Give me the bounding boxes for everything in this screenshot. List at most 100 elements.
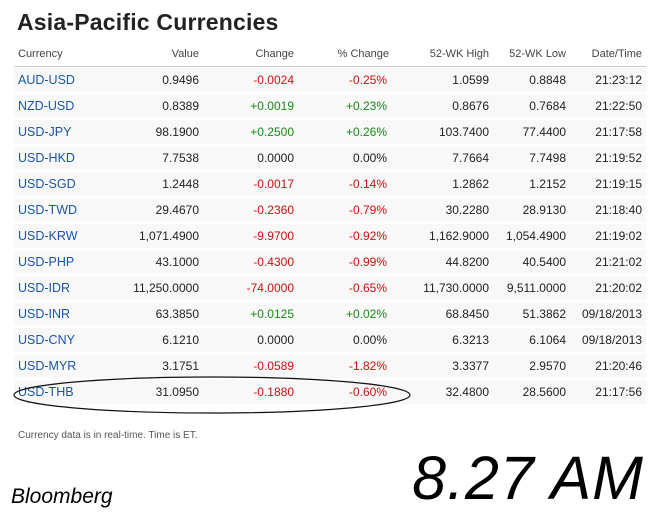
value-cell: 0.8389: [114, 92, 203, 119]
currency-pair-link[interactable]: USD-PHP: [14, 248, 114, 275]
page-title: Asia-Pacific Currencies: [17, 9, 279, 35]
table-row: USD-PHP 43.1000 -0.4300 -0.99% 44.8200 4…: [14, 248, 646, 275]
currency-pair-link[interactable]: NZD-USD: [14, 92, 114, 119]
column-header-change: Change: [203, 41, 298, 67]
change-cell: -0.0024: [203, 66, 298, 93]
table-row: NZD-USD 0.8389 +0.0019 +0.23% 0.8676 0.7…: [14, 92, 646, 119]
time-cell: 21:23:12: [570, 66, 646, 93]
change-cell: +0.2500: [203, 118, 298, 145]
low-cell: 2.9570: [493, 352, 570, 379]
value-cell: 6.1210: [114, 326, 203, 353]
table-row: USD-TWD 29.4670 -0.2360 -0.79% 30.2280 2…: [14, 196, 646, 223]
high-cell: 32.4800: [393, 378, 493, 405]
column-header-52wk-high: 52-WK High: [393, 41, 493, 67]
low-cell: 28.9130: [493, 196, 570, 223]
value-cell: 98.1900: [114, 118, 203, 145]
value-cell: 3.1751: [114, 352, 203, 379]
low-cell: 0.7684: [493, 92, 570, 119]
high-cell: 68.8450: [393, 300, 493, 327]
currency-pair-link[interactable]: USD-INR: [14, 300, 114, 327]
currency-pair-link[interactable]: USD-IDR: [14, 274, 114, 301]
pct-change-cell: 0.00%: [298, 144, 393, 171]
low-cell: 7.7498: [493, 144, 570, 171]
high-cell: 0.8676: [393, 92, 493, 119]
low-cell: 1,054.4900: [493, 222, 570, 249]
table-row: USD-HKD 7.7538 0.0000 0.00% 7.7664 7.749…: [14, 144, 646, 171]
pct-change-cell: -0.99%: [298, 248, 393, 275]
currency-pair-link[interactable]: USD-KRW: [14, 222, 114, 249]
low-cell: 28.5600: [493, 378, 570, 405]
column-header-52wk-low: 52-WK Low: [493, 41, 570, 67]
column-header-pct-change: % Change: [298, 41, 393, 67]
value-cell: 0.9496: [114, 66, 203, 93]
low-cell: 1.2152: [493, 170, 570, 197]
time-cell: 21:20:02: [570, 274, 646, 301]
pct-change-cell: -0.60%: [298, 378, 393, 405]
table-row: AUD-USD 0.9496 -0.0024 -0.25% 1.0599 0.8…: [14, 66, 646, 93]
pct-change-cell: 0.00%: [298, 326, 393, 353]
low-cell: 51.3862: [493, 300, 570, 327]
data-footnote: Currency data is in real-time. Time is E…: [18, 430, 198, 441]
currency-pair-link[interactable]: AUD-USD: [14, 66, 114, 93]
time-cell: 21:22:50: [570, 92, 646, 119]
time-cell: 21:19:15: [570, 170, 646, 197]
high-cell: 103.7400: [393, 118, 493, 145]
change-cell: +0.0019: [203, 92, 298, 119]
currency-pair-link[interactable]: USD-HKD: [14, 144, 114, 171]
change-cell: -0.2360: [203, 196, 298, 223]
value-cell: 7.7538: [114, 144, 203, 171]
table-row: USD-INR 63.3850 +0.0125 +0.02% 68.8450 5…: [14, 300, 646, 327]
currency-pair-link[interactable]: USD-SGD: [14, 170, 114, 197]
pct-change-cell: -0.25%: [298, 66, 393, 93]
change-cell: -0.0589: [203, 352, 298, 379]
high-cell: 1.2862: [393, 170, 493, 197]
value-cell: 63.3850: [114, 300, 203, 327]
time-cell: 21:17:56: [570, 378, 646, 405]
change-cell: -0.1880: [203, 378, 298, 405]
time-overlay: 8.27 AM: [412, 444, 644, 512]
currency-pair-link[interactable]: USD-TWD: [14, 196, 114, 223]
high-cell: 1.0599: [393, 66, 493, 93]
currency-pair-link[interactable]: USD-MYR: [14, 352, 114, 379]
value-cell: 29.4670: [114, 196, 203, 223]
table-row: USD-JPY 98.1900 +0.2500 +0.26% 103.7400 …: [14, 118, 646, 145]
currency-pair-link[interactable]: USD-CNY: [14, 326, 114, 353]
high-cell: 3.3377: [393, 352, 493, 379]
pct-change-cell: -0.79%: [298, 196, 393, 223]
value-cell: 31.0950: [114, 378, 203, 405]
value-cell: 11,250.0000: [114, 274, 203, 301]
high-cell: 11,730.0000: [393, 274, 493, 301]
high-cell: 30.2280: [393, 196, 493, 223]
table-row: USD-MYR 3.1751 -0.0589 -1.82% 3.3377 2.9…: [14, 352, 646, 379]
high-cell: 1,162.9000: [393, 222, 493, 249]
pct-change-cell: -0.14%: [298, 170, 393, 197]
change-cell: -0.0017: [203, 170, 298, 197]
low-cell: 9,511.0000: [493, 274, 570, 301]
pct-change-cell: +0.23%: [298, 92, 393, 119]
pct-change-cell: -1.82%: [298, 352, 393, 379]
time-cell: 21:20:46: [570, 352, 646, 379]
change-cell: -74.0000: [203, 274, 298, 301]
low-cell: 40.5400: [493, 248, 570, 275]
change-cell: 0.0000: [203, 144, 298, 171]
column-header-value: Value: [114, 41, 203, 67]
table-row: USD-SGD 1.2448 -0.0017 -0.14% 1.2862 1.2…: [14, 170, 646, 197]
low-cell: 6.1064: [493, 326, 570, 353]
time-cell: 21:21:02: [570, 248, 646, 275]
value-cell: 1.2448: [114, 170, 203, 197]
high-cell: 6.3213: [393, 326, 493, 353]
pct-change-cell: -0.92%: [298, 222, 393, 249]
change-cell: +0.0125: [203, 300, 298, 327]
change-cell: 0.0000: [203, 326, 298, 353]
change-cell: -0.4300: [203, 248, 298, 275]
low-cell: 77.4400: [493, 118, 570, 145]
column-header-currency: Currency: [14, 41, 114, 67]
time-cell: 21:19:52: [570, 144, 646, 171]
high-cell: 7.7664: [393, 144, 493, 171]
table-row: USD-THB 31.0950 -0.1880 -0.60% 32.4800 2…: [14, 378, 646, 405]
value-cell: 1,071.4900: [114, 222, 203, 249]
table-row: USD-KRW 1,071.4900 -9.9700 -0.92% 1,162.…: [14, 222, 646, 249]
currency-pair-link[interactable]: USD-THB: [14, 378, 114, 405]
currency-pair-link[interactable]: USD-JPY: [14, 118, 114, 145]
low-cell: 0.8848: [493, 66, 570, 93]
